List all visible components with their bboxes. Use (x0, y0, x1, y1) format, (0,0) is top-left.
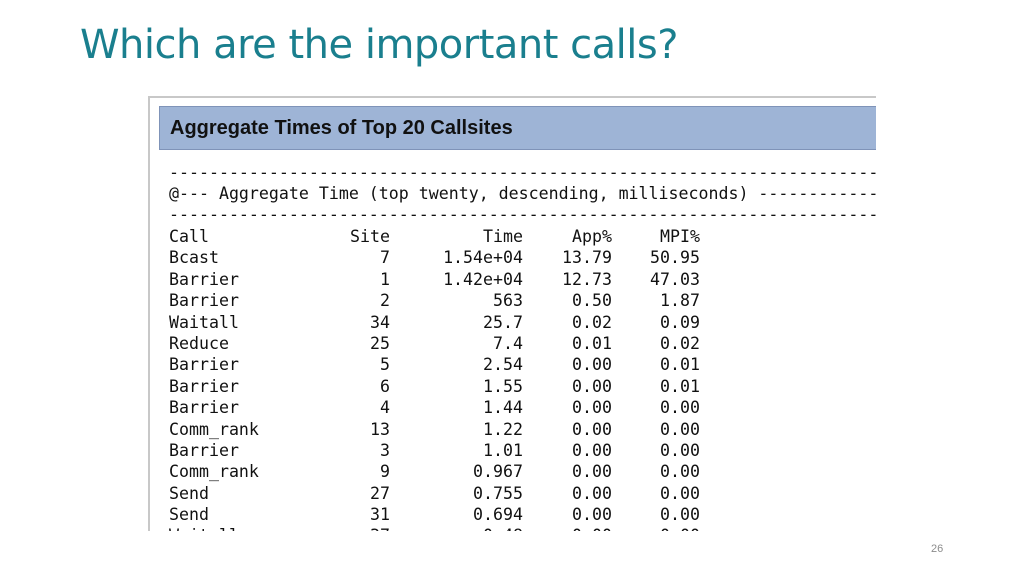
cell-site: 27 (370, 483, 390, 503)
cell-time: 1.01 (483, 440, 523, 460)
cell-mpi-pct: 0.00 (620, 525, 700, 531)
cell-time: 25.7 (483, 312, 523, 332)
cell-mpi-pct: 0.01 (660, 355, 700, 375)
cell-call: Barrier (169, 291, 239, 311)
cell-site: 13 (370, 419, 390, 439)
cell-mpi-pct: 50.95 (650, 248, 700, 268)
cell-site: 31 (370, 505, 390, 525)
column-header-time: Time (483, 227, 523, 246)
cell-app-pct: 12.73 (562, 269, 612, 289)
cell-site: 4 (380, 398, 390, 418)
report-header-bar: Aggregate Times of Top 20 Callsites (159, 106, 876, 150)
cell-app-pct: 0.50 (572, 291, 612, 311)
cell-site: 37 (330, 525, 390, 531)
cell-time: 0.967 (473, 462, 523, 482)
cell-call: Barrier (169, 376, 239, 396)
cell-time: 563 (493, 291, 523, 311)
cell-app-pct: 0.00 (572, 440, 612, 460)
cell-mpi-pct: 0.02 (660, 333, 700, 353)
aggregate-time-line: @--- Aggregate Time (top twenty, descend… (169, 184, 876, 203)
cell-app-pct: 0.02 (572, 312, 612, 332)
cell-app-pct: 0.01 (572, 333, 612, 353)
page-number: 26 (931, 543, 944, 555)
cell-time: 0.48 (403, 525, 523, 531)
cell-time: 1.44 (483, 398, 523, 418)
cell-site: 5 (380, 355, 390, 375)
report-header-title: Aggregate Times of Top 20 Callsites (170, 117, 513, 139)
column-header-call: Call (169, 227, 209, 246)
cell-app-pct: 0.00 (572, 505, 612, 525)
cell-app-pct: 0.00 (572, 419, 612, 439)
cell-time: 1.42e+04 (443, 269, 523, 289)
separator-line: ----------------------------------------… (169, 163, 876, 182)
cell-call: Comm_rank (169, 462, 259, 482)
cell-site: 34 (370, 312, 390, 332)
cell-call: Barrier (169, 269, 239, 289)
cell-app-pct: 0.00 (532, 525, 612, 531)
cell-call: Send (169, 483, 209, 503)
cell-call: Barrier (169, 355, 239, 375)
cell-call: Bcast (169, 248, 219, 268)
cell-mpi-pct: 0.00 (660, 483, 700, 503)
cell-mpi-pct: 1.87 (660, 291, 700, 311)
column-header-app-pct: App% (572, 227, 612, 246)
cell-time: 1.54e+04 (443, 248, 523, 268)
cell-call: Barrier (169, 440, 239, 460)
cell-mpi-pct: 0.00 (660, 505, 700, 525)
cell-app-pct: 0.00 (572, 355, 612, 375)
cell-mpi-pct: 0.00 (660, 462, 700, 482)
cell-site: 9 (380, 462, 390, 482)
cell-site: 1 (380, 269, 390, 289)
cell-site: 2 (380, 291, 390, 311)
cell-call: Reduce (169, 333, 229, 353)
cell-mpi-pct: 0.09 (660, 312, 700, 332)
cell-app-pct: 0.00 (572, 398, 612, 418)
cell-time: 0.755 (473, 483, 523, 503)
cell-time: 1.22 (483, 419, 523, 439)
column-header-site: Site (350, 227, 390, 246)
cell-app-pct: 0.00 (572, 462, 612, 482)
cell-time: 0.694 (473, 505, 523, 525)
cell-call: Comm_rank (169, 419, 259, 439)
cell-mpi-pct: 0.00 (660, 419, 700, 439)
cell-app-pct: 0.00 (572, 376, 612, 396)
cell-mpi-pct: 47.03 (650, 269, 700, 289)
cell-time: 7.4 (493, 333, 523, 353)
cell-mpi-pct: 0.00 (660, 398, 700, 418)
cell-mpi-pct: 0.00 (660, 440, 700, 460)
cell-call: Waitall (169, 525, 239, 531)
column-header-mpi-pct: MPI% (660, 227, 700, 246)
cell-call: Waitall (169, 312, 239, 332)
cell-site: 3 (380, 440, 390, 460)
slide-title: Which are the important calls? (80, 22, 678, 68)
cell-call: Barrier (169, 398, 239, 418)
cell-time: 1.55 (483, 376, 523, 396)
separator-line: ----------------------------------------… (169, 205, 876, 224)
cell-time: 2.54 (483, 355, 523, 375)
cell-app-pct: 13.79 (562, 248, 612, 268)
mpip-report-screenshot: Aggregate Times of Top 20 Callsites ----… (148, 96, 876, 531)
cell-app-pct: 0.00 (572, 483, 612, 503)
cell-site: 25 (370, 333, 390, 353)
cell-site: 6 (380, 376, 390, 396)
cell-site: 7 (380, 248, 390, 268)
cell-mpi-pct: 0.01 (660, 376, 700, 396)
cell-call: Send (169, 505, 209, 525)
